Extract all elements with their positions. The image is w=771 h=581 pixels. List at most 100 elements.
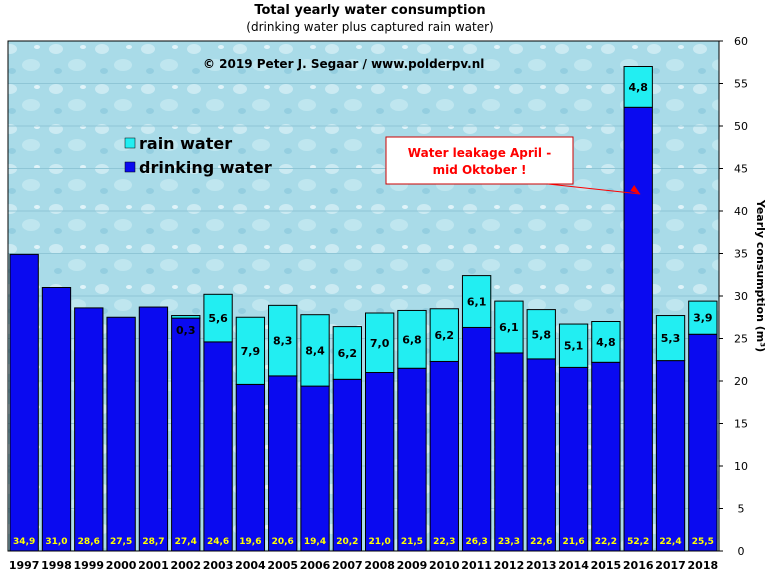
bar-drinking-water — [300, 385, 330, 552]
y-tick-label: 50 — [734, 120, 748, 133]
y-tick-label: 35 — [734, 248, 748, 261]
data-label-drinking: 20,2 — [336, 537, 358, 547]
y-axis: 0 5 10 15 20 25 30 35 40 45 50 55 60 — [7, 35, 748, 558]
bar-rain-water — [591, 321, 621, 363]
y-tick-label: 60 — [734, 35, 748, 48]
data-label-drinking: 19,4 — [304, 537, 326, 547]
data-label-drinking: 25,5 — [692, 537, 714, 547]
data-label-drinking: 28,6 — [78, 537, 100, 547]
bar-drinking-water — [397, 367, 427, 552]
data-label-drinking: 52,2 — [627, 537, 649, 547]
data-label-rain: 6,1 — [467, 296, 487, 309]
bar-drinking-water — [171, 317, 201, 552]
bar-rain-water — [558, 323, 589, 368]
bar-drinking-water — [106, 316, 136, 552]
bar-rain-water — [235, 316, 266, 385]
bar-rain-water — [461, 275, 492, 328]
y-tick-label: 10 — [734, 460, 748, 473]
bar-drinking-water — [41, 287, 72, 552]
data-label-rain: 7,9 — [241, 345, 261, 358]
bars — [9, 66, 718, 552]
legend-drinking-swatch — [124, 161, 136, 173]
bar-drinking-water — [494, 352, 524, 552]
data-label-drinking: 22,3 — [433, 537, 455, 547]
x-tick-label: 2008 — [364, 559, 395, 572]
bar-rain-water — [171, 315, 201, 319]
data-label-drinking: 22,4 — [659, 537, 681, 547]
bar-drinking-water — [365, 372, 395, 552]
x-tick-label: 2009 — [397, 559, 428, 572]
bar-rain-water — [688, 300, 718, 335]
data-label-drinking: 20,6 — [272, 537, 294, 547]
x-tick-label: 2011 — [461, 559, 492, 572]
bar-drinking-water — [268, 375, 298, 552]
data-label-rain: 8,4 — [305, 344, 325, 357]
annotation: Water leakage April - mid Oktober ! — [385, 136, 641, 195]
bar-drinking-water — [429, 360, 459, 552]
chart-title: Total yearly water consumption — [254, 3, 486, 18]
data-label-drinking: 23,3 — [498, 537, 520, 547]
bar-drinking-water — [623, 106, 653, 552]
bar-rain-water — [655, 315, 686, 362]
annotation-line-1: Water leakage April - — [408, 146, 551, 160]
data-labels: 34,9 31,0 28,6 27,5 28,7 27,4 0,3 24,6 5,6 19,6 7,… — [13, 81, 714, 547]
bar-rain-water — [365, 312, 395, 373]
x-tick-label: 2018 — [688, 559, 719, 572]
y-tick-label: 45 — [734, 163, 748, 176]
bar-drinking-water — [74, 307, 104, 552]
data-label-drinking: 19,6 — [239, 537, 261, 547]
data-label-drinking: 22,2 — [595, 537, 617, 547]
data-label-drinking: 22,6 — [530, 537, 552, 547]
data-label-rain: 6,1 — [499, 321, 519, 334]
bar-rain-water — [203, 293, 233, 343]
bar-rain-water — [623, 66, 653, 108]
chart-subtitle: (drinking water plus captured rain water… — [246, 20, 494, 34]
annotation-line-2: mid Oktober ! — [433, 163, 527, 177]
bar-rain-water — [429, 308, 459, 362]
data-label-drinking: 26,3 — [466, 537, 488, 547]
bar-drinking-water — [655, 360, 686, 552]
data-label-rain: 6,2 — [435, 329, 455, 342]
x-tick-label: 2001 — [138, 559, 169, 572]
data-label-rain: 5,1 — [564, 340, 584, 353]
plot-frame — [7, 40, 720, 552]
y-tick-label: 0 — [738, 545, 745, 558]
bar-rain-water — [300, 314, 330, 387]
data-label-rain: 0,3 — [176, 324, 196, 337]
bar-drinking-water — [461, 326, 492, 552]
bar-drinking-water — [591, 361, 621, 552]
data-label-drinking: 34,9 — [13, 537, 35, 547]
bar-drinking-water — [558, 366, 589, 552]
bar-rain-water — [494, 300, 524, 354]
y-tick-label: 5 — [738, 503, 745, 516]
data-label-rain: 4,8 — [628, 81, 648, 94]
copyright-text: © 2019 Peter J. Segaar / www.polderpv.nl — [203, 57, 484, 71]
x-tick-label: 2003 — [203, 559, 234, 572]
data-label-rain: 5,6 — [208, 312, 228, 325]
y-tick-label: 55 — [734, 78, 748, 91]
data-label-drinking: 28,7 — [142, 537, 164, 547]
x-tick-label: 2004 — [235, 559, 266, 572]
x-tick-label: 2012 — [494, 559, 525, 572]
x-tick-label: 2013 — [526, 559, 557, 572]
data-label-drinking: 27,4 — [175, 537, 197, 547]
bar-rain-water — [397, 309, 427, 369]
data-label-rain: 5,8 — [532, 328, 552, 341]
bar-drinking-water — [9, 253, 39, 552]
y-tick-label: 20 — [734, 375, 748, 388]
data-label-rain: 6,8 — [402, 333, 422, 346]
x-tick-label: 2010 — [429, 559, 460, 572]
legend: rain water drinking water — [124, 134, 272, 177]
data-label-rain: 7,0 — [370, 337, 390, 350]
legend-rain-swatch — [124, 137, 136, 149]
y-tick-label: 30 — [734, 290, 748, 303]
x-tick-label: 1997 — [9, 559, 40, 572]
data-label-drinking: 27,5 — [110, 537, 132, 547]
bar-drinking-water — [688, 333, 718, 552]
y-tick-label: 25 — [734, 333, 748, 346]
data-label-rain: 8,3 — [273, 335, 293, 348]
legend-drinking-label: drinking water — [139, 158, 272, 177]
annotation-arrowhead — [630, 185, 641, 194]
data-label-rain: 4,8 — [596, 336, 616, 349]
data-label-drinking: 24,6 — [207, 537, 229, 547]
